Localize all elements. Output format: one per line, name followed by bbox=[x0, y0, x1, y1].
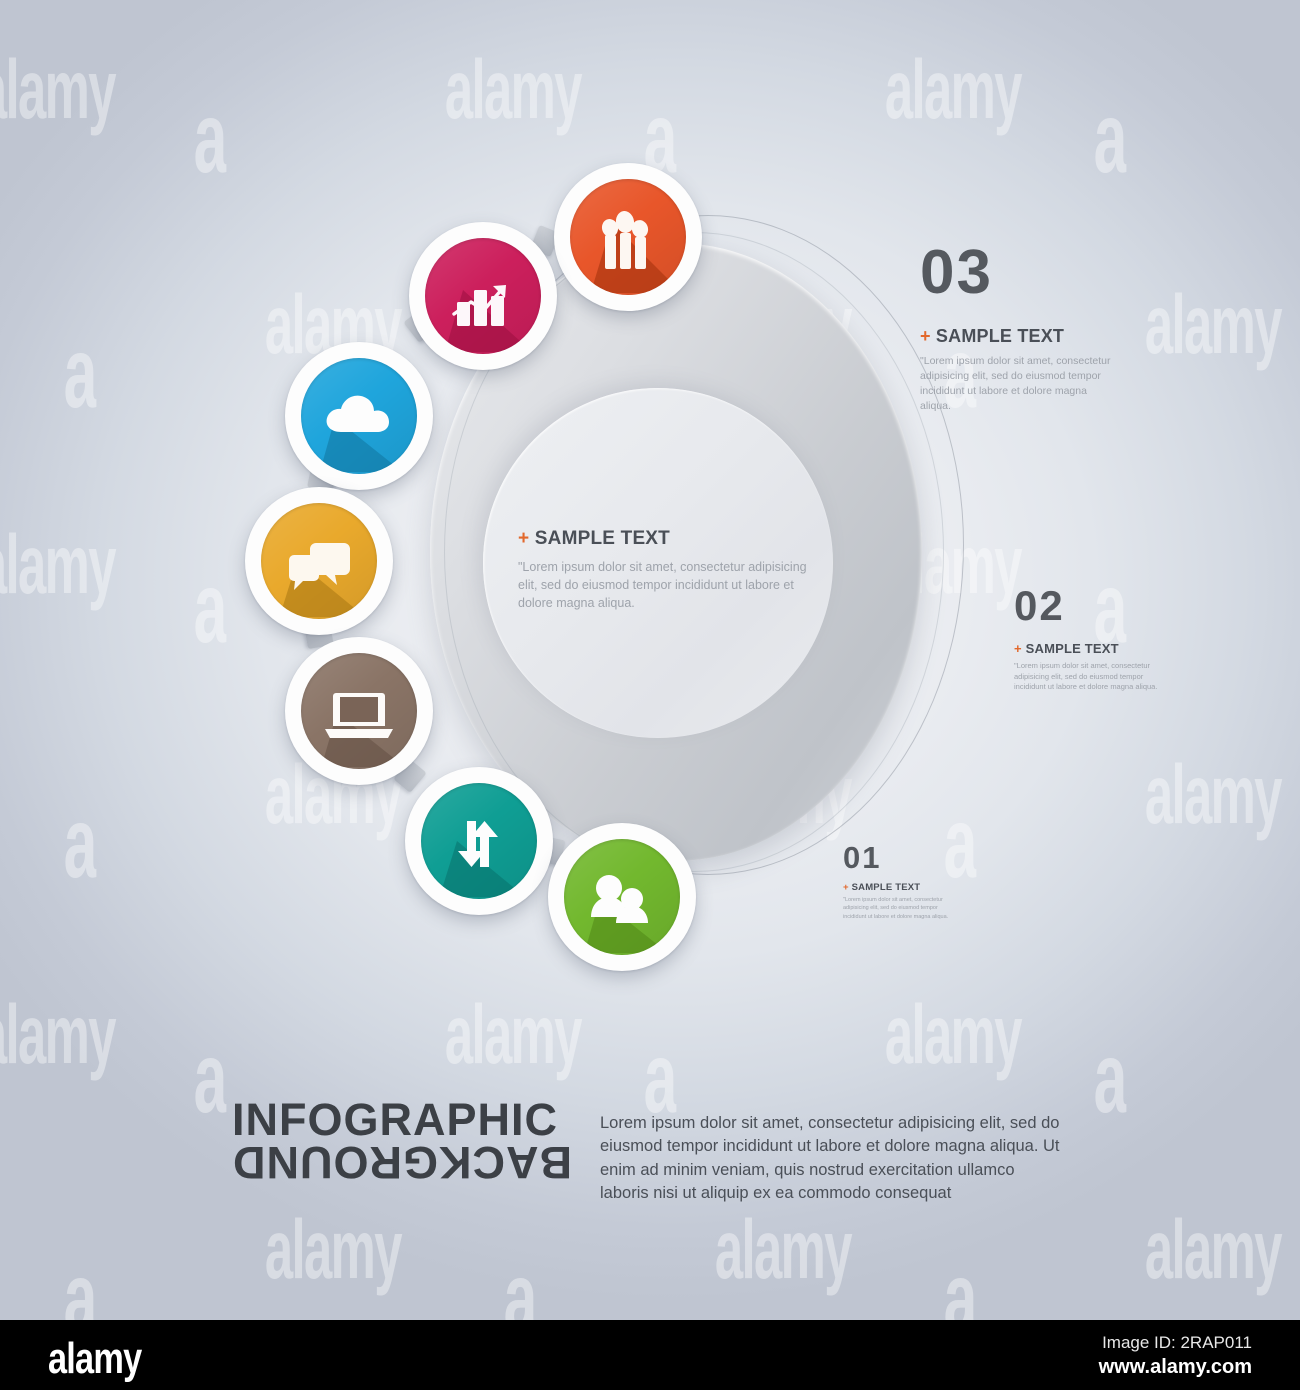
plus-icon: + bbox=[518, 528, 530, 549]
watermark-text: alamy bbox=[444, 988, 583, 1083]
alamy-url-label: www.alamy.com bbox=[1098, 1356, 1252, 1378]
watermark-text: alamy bbox=[0, 988, 117, 1083]
center-heading-label: SAMPLE TEXT bbox=[534, 528, 670, 549]
section-02: 02 + SAMPLE TEXT "Lorem ipsum dolor sit … bbox=[1014, 585, 1164, 693]
section-heading: + SAMPLE TEXT bbox=[920, 326, 1120, 347]
bubble-users[interactable] bbox=[548, 823, 696, 971]
factory-icon bbox=[590, 211, 682, 293]
watermark-text: alamy bbox=[943, 1241, 977, 1320]
center-heading: + SAMPLE TEXT bbox=[518, 528, 818, 550]
watermark-text: alamy bbox=[503, 1241, 537, 1320]
watermark-text: alamy bbox=[63, 1241, 97, 1320]
section-heading: + SAMPLE TEXT bbox=[1014, 641, 1164, 656]
users-icon bbox=[584, 875, 668, 953]
section-03: 03 + SAMPLE TEXT "Lorem ipsum dolor sit … bbox=[920, 242, 1120, 414]
watermark-text: alamy bbox=[1093, 81, 1127, 194]
factory-icon-disc bbox=[569, 178, 687, 296]
section-heading-label: SAMPLE TEXT bbox=[935, 326, 1065, 346]
chat-bubbles-icon-disc bbox=[260, 502, 378, 620]
plus-icon: + bbox=[920, 326, 931, 346]
watermark-text: alamy bbox=[884, 43, 1023, 138]
watermark-text: alamy bbox=[0, 43, 117, 138]
bubble-cloud[interactable] bbox=[285, 342, 433, 490]
title-line-infographic: INFOGRAPHIC bbox=[232, 1094, 558, 1145]
section-body: "Lorem ipsum dolor sit amet, consectetur… bbox=[843, 897, 949, 920]
users-icon-disc bbox=[563, 838, 681, 956]
section-number: 03 bbox=[920, 238, 993, 307]
watermark-text: alamy bbox=[63, 786, 97, 899]
center-body: "Lorem ipsum dolor sit amet, consectetur… bbox=[518, 560, 807, 610]
plus-icon: + bbox=[1014, 641, 1022, 656]
section-body: "Lorem ipsum dolor sit amet, consectetur… bbox=[920, 355, 1111, 412]
watermark-text: alamy bbox=[1144, 278, 1283, 373]
section-number: 01 bbox=[843, 840, 882, 875]
laptop-icon bbox=[321, 693, 405, 767]
infographic-canvas: alamy alamy alamy alamy alamy alamy alam… bbox=[0, 0, 1300, 1320]
watermark-text: alamy bbox=[193, 81, 227, 194]
cloud-icon bbox=[319, 395, 403, 472]
bar-chart-icon-disc bbox=[424, 237, 542, 355]
title-block: INFOGRAPHIC BACKGROUND bbox=[232, 1094, 572, 1189]
bubble-chat[interactable] bbox=[245, 487, 393, 635]
section-heading: + SAMPLE TEXT bbox=[843, 882, 953, 893]
alamy-logo: alamy bbox=[48, 1334, 142, 1383]
cloud-icon-disc bbox=[300, 357, 418, 475]
watermark-text: alamy bbox=[0, 518, 117, 613]
title-line-background: BACKGROUND bbox=[232, 1137, 572, 1189]
bubble-transfer[interactable] bbox=[405, 767, 553, 915]
watermark-text: alamy bbox=[193, 551, 227, 664]
section-heading-label: SAMPLE TEXT bbox=[851, 882, 921, 893]
watermark-text: alamy bbox=[1144, 748, 1283, 843]
watermark-text: alamy bbox=[264, 1203, 403, 1298]
laptop-icon-disc bbox=[300, 652, 418, 770]
center-text-block: + SAMPLE TEXT "Lorem ipsum dolor sit ame… bbox=[518, 528, 818, 612]
section-number: 02 bbox=[1014, 582, 1065, 629]
bubble-factory[interactable] bbox=[554, 163, 702, 311]
bubble-bar-chart[interactable] bbox=[409, 222, 557, 370]
watermark-text: alamy bbox=[63, 316, 97, 429]
image-id-label: Image ID: 2RAP011 bbox=[1102, 1333, 1252, 1352]
section-body: "Lorem ipsum dolor sit amet, consectetur… bbox=[1014, 661, 1158, 692]
watermark-text: alamy bbox=[1144, 1203, 1283, 1298]
watermark-text: alamy bbox=[884, 988, 1023, 1083]
center-disc bbox=[483, 388, 833, 738]
section-heading-label: SAMPLE TEXT bbox=[1025, 641, 1119, 656]
watermark-text: alamy bbox=[193, 1021, 227, 1134]
section-01: 01 + SAMPLE TEXT "Lorem ipsum dolor sit … bbox=[843, 842, 953, 921]
chat-bubbles-icon bbox=[279, 543, 366, 617]
watermark-text: alamy bbox=[1093, 1021, 1127, 1134]
watermark-text: alamy bbox=[444, 43, 583, 138]
bar-chart-icon bbox=[444, 285, 533, 352]
transfer-arrows-icon bbox=[439, 821, 526, 897]
plus-icon: + bbox=[843, 882, 849, 893]
alamy-footer: alamy Image ID: 2RAP011 www.alamy.com bbox=[0, 1320, 1300, 1390]
watermark-text: alamy bbox=[714, 1203, 853, 1298]
body-paragraph: Lorem ipsum dolor sit amet, consectetur … bbox=[600, 1114, 1060, 1203]
transfer-arrows-icon-disc bbox=[420, 782, 538, 900]
bubble-laptop[interactable] bbox=[285, 637, 433, 785]
